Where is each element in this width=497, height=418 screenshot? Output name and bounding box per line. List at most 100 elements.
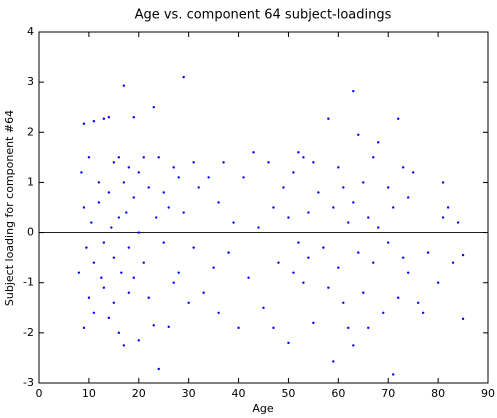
point (212, 266, 215, 269)
point (122, 344, 126, 347)
point (337, 166, 340, 169)
point (387, 186, 390, 189)
point (107, 116, 111, 119)
point (177, 176, 180, 179)
point (262, 306, 265, 309)
point (137, 231, 140, 234)
point (372, 156, 375, 159)
point (257, 226, 260, 229)
point (122, 84, 126, 87)
point (242, 176, 245, 179)
point (322, 246, 325, 249)
x-tick-label: 30 (182, 387, 196, 400)
point (182, 75, 185, 79)
point (352, 344, 355, 347)
point (347, 326, 350, 330)
point (82, 122, 86, 125)
point (252, 151, 255, 154)
point (401, 166, 405, 169)
point (147, 186, 150, 189)
point (85, 246, 88, 249)
point (357, 133, 360, 136)
point (406, 196, 410, 199)
point (182, 211, 185, 214)
x-tick-label: 70 (381, 387, 395, 400)
point (362, 291, 365, 294)
point (441, 181, 445, 184)
point (152, 324, 155, 327)
point (102, 241, 106, 244)
point (162, 241, 165, 244)
point (177, 271, 180, 274)
point (317, 191, 320, 194)
point (297, 241, 300, 244)
point (372, 261, 375, 264)
y-axis-label: Subject loading for component #64 (3, 110, 16, 306)
point (436, 281, 440, 284)
y-tick-label: 4 (27, 25, 34, 38)
point (217, 201, 220, 204)
point (272, 326, 275, 330)
plot-frame (38, 31, 489, 384)
point (461, 253, 465, 257)
point (297, 151, 300, 154)
point (357, 251, 360, 254)
point (302, 156, 305, 159)
point (411, 171, 415, 174)
point (117, 156, 121, 159)
point (137, 339, 140, 342)
point (197, 186, 200, 189)
point (397, 296, 400, 299)
point (207, 176, 210, 179)
x-tick-label: 20 (132, 387, 146, 400)
x-tick-label: 40 (232, 387, 246, 400)
point (92, 120, 96, 123)
point (192, 246, 195, 249)
point (102, 117, 106, 120)
point (202, 291, 205, 294)
y-tick-label: -3 (23, 376, 34, 389)
point (307, 211, 310, 214)
point (92, 311, 96, 314)
x-tick-label: 90 (481, 387, 495, 400)
point (392, 373, 395, 376)
point (127, 291, 130, 294)
point (120, 271, 123, 274)
point (367, 216, 370, 219)
point (132, 196, 135, 199)
point (147, 296, 150, 299)
x-tick-label: 60 (331, 387, 345, 400)
point (112, 301, 116, 304)
point (267, 161, 270, 164)
point (217, 311, 220, 314)
point (102, 286, 106, 289)
point (382, 311, 385, 314)
point (122, 181, 126, 184)
point (426, 251, 430, 254)
point (377, 141, 380, 144)
point (172, 281, 175, 284)
point (247, 276, 250, 279)
point (77, 271, 81, 274)
point (292, 171, 295, 174)
point (162, 191, 165, 194)
point (347, 221, 350, 224)
point (327, 117, 330, 120)
point (332, 360, 335, 363)
y-tick-label: -2 (23, 326, 34, 339)
x-tick-label: 50 (281, 387, 295, 400)
point (167, 206, 170, 209)
point (142, 261, 145, 264)
point (132, 116, 135, 119)
y-tick-label: -1 (23, 276, 34, 289)
point (451, 261, 455, 264)
point (421, 311, 425, 314)
x-tick-label: 80 (431, 387, 445, 400)
point (337, 266, 340, 269)
point (441, 216, 445, 219)
point (461, 317, 465, 321)
y-tick-label: 3 (27, 75, 34, 88)
point (155, 216, 158, 219)
